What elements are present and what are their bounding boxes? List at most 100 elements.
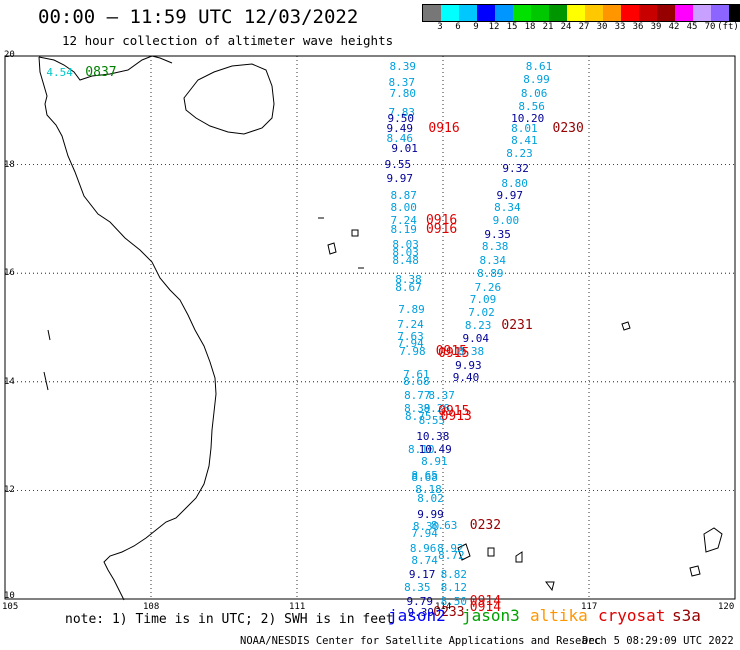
color-swatch — [477, 5, 495, 21]
color-scale-label: 33 — [614, 22, 626, 32]
pass-time-label: 0915 — [435, 343, 467, 359]
latitude-label: 18 — [4, 159, 15, 170]
color-scale-label: 21 — [542, 22, 554, 32]
legend-item-jason2: jason2 — [388, 606, 446, 625]
island-9 — [703, 527, 723, 553]
wave-height-value: 9.17 — [408, 568, 436, 582]
longitude-label: 105 — [2, 602, 19, 612]
wave-height-value: 8.96 — [409, 541, 437, 555]
color-scale-label: 42 — [668, 22, 680, 32]
wave-height-value: 9.32 — [502, 161, 529, 175]
color-swatch — [693, 5, 711, 21]
wave-height-value: 9.50 — [387, 111, 415, 125]
color-scale-label: 3 — [437, 22, 443, 32]
wave-height-value: 8.19 — [390, 222, 417, 236]
wave-height-value: 8.50 — [440, 594, 468, 608]
wave-height-value: 8.38 — [457, 344, 485, 358]
wave-height-value: 8.82 — [440, 568, 468, 582]
wave-height-value: 9.93 — [455, 358, 482, 372]
color-scale-bar — [422, 4, 740, 22]
color-scale-label: 24 — [560, 22, 572, 32]
island-1 — [327, 242, 337, 255]
legend-item-cryosat: cryosat — [598, 606, 666, 625]
latitude-label: 14 — [4, 376, 15, 387]
legend-item-jason3: jason3 — [462, 606, 520, 625]
pass-time-label: 0233 — [433, 605, 465, 621]
color-scale-label: 12 — [488, 22, 500, 32]
color-swatch — [711, 5, 729, 21]
wave-height-value: 8.35 — [404, 581, 431, 595]
wave-height-value: 10.49 — [418, 443, 452, 457]
pass-time-label: 0916 — [425, 221, 458, 237]
wave-height-value: 9.97 — [496, 188, 524, 202]
wave-height-value: 10.38 — [416, 430, 450, 444]
longitude-label: 111 — [289, 602, 306, 612]
color-swatch — [423, 5, 441, 21]
color-swatch — [441, 5, 459, 21]
color-scale-label: 15 — [506, 22, 518, 32]
color-scale-label: 70 — [704, 22, 716, 32]
wave-height-value: 8.91 — [421, 455, 448, 469]
color-swatch — [657, 5, 675, 21]
wave-height-value: 8.68 — [411, 471, 438, 485]
wave-height-value: 8.87 — [390, 188, 417, 202]
wave-height-value: 7.24 — [390, 214, 417, 228]
color-scale-label: 45 — [686, 22, 698, 32]
wave-height-value: 9.35 — [484, 228, 511, 242]
color-swatch — [459, 5, 477, 21]
pass-time-label: 0231 — [501, 317, 533, 333]
color-swatch — [567, 5, 585, 21]
wave-height-value: 8.67 — [395, 281, 422, 295]
wave-height-value: 8.48 — [392, 254, 419, 268]
longitude-label: 114 — [435, 602, 452, 612]
credit-date: Dec 5 08:29:09 UTC 2022 — [582, 635, 734, 647]
color-scale-label: 6 — [455, 22, 461, 32]
wave-height-value: 10.20 — [511, 111, 545, 125]
color-swatch — [675, 5, 693, 21]
wave-height-value: 8.68 — [403, 375, 430, 389]
wave-height-value: 8.77 — [404, 389, 431, 403]
wave-height-value: 8.80 — [501, 176, 528, 190]
pass-time-label: 0914 — [469, 593, 502, 609]
pass-time-label: 0913 — [440, 409, 472, 425]
wave-height-value: 8.72 — [438, 548, 465, 562]
wave-height-value: 8.34 — [479, 254, 507, 268]
wave-height-value: 9.55 — [384, 157, 412, 171]
latitude-label: 20 — [4, 50, 15, 60]
color-scale-label: 18 — [524, 22, 536, 32]
coastline-mainland — [38, 56, 217, 601]
latitude-label: 12 — [4, 485, 15, 496]
pass-time-label: 0230 — [552, 121, 584, 137]
wave-height-value: 8.38 — [395, 273, 422, 287]
color-swatch — [585, 5, 603, 21]
wave-height-value: 8.89 — [477, 267, 504, 281]
wave-height-value: 7.80 — [389, 87, 416, 100]
wave-height-value: 8.12 — [440, 581, 468, 595]
pass-time-label: 0232 — [469, 517, 502, 533]
island-8 — [545, 581, 555, 592]
wave-height-value: 7.02 — [468, 306, 495, 320]
color-swatch — [513, 5, 531, 21]
wave-height-value: 8.63 — [430, 518, 458, 532]
pass-time-label: 0915 — [438, 345, 470, 361]
wave-height-value: 9.49 — [386, 122, 414, 136]
wave-height-value: 9.99 — [417, 507, 444, 521]
legend-item-altika: altika — [530, 606, 588, 625]
wave-height-value: 8.18 — [415, 483, 442, 497]
wave-height-value: 7.94 — [411, 526, 438, 540]
color-swatch — [531, 5, 549, 21]
latitude-label: 16 — [4, 268, 15, 279]
wave-height-value: 8.61 — [525, 59, 553, 73]
wave-height-value: 4.54 — [46, 66, 73, 80]
credit-text: NOAA/NESDIS Center for Satellite Applica… — [240, 635, 607, 647]
pass-time-label: 0915 — [438, 403, 470, 419]
wave-height-value: 8.39 — [389, 59, 416, 73]
wave-height-value: 9.00 — [492, 214, 520, 228]
wave-height-value: 8.38 — [481, 240, 509, 254]
wave-height-value: 8.37 — [388, 76, 415, 90]
color-swatch — [603, 5, 621, 21]
island-10 — [689, 565, 701, 577]
wave-height-value: 9.40 — [452, 370, 480, 384]
wave-height-value: 8.92 — [437, 541, 464, 555]
